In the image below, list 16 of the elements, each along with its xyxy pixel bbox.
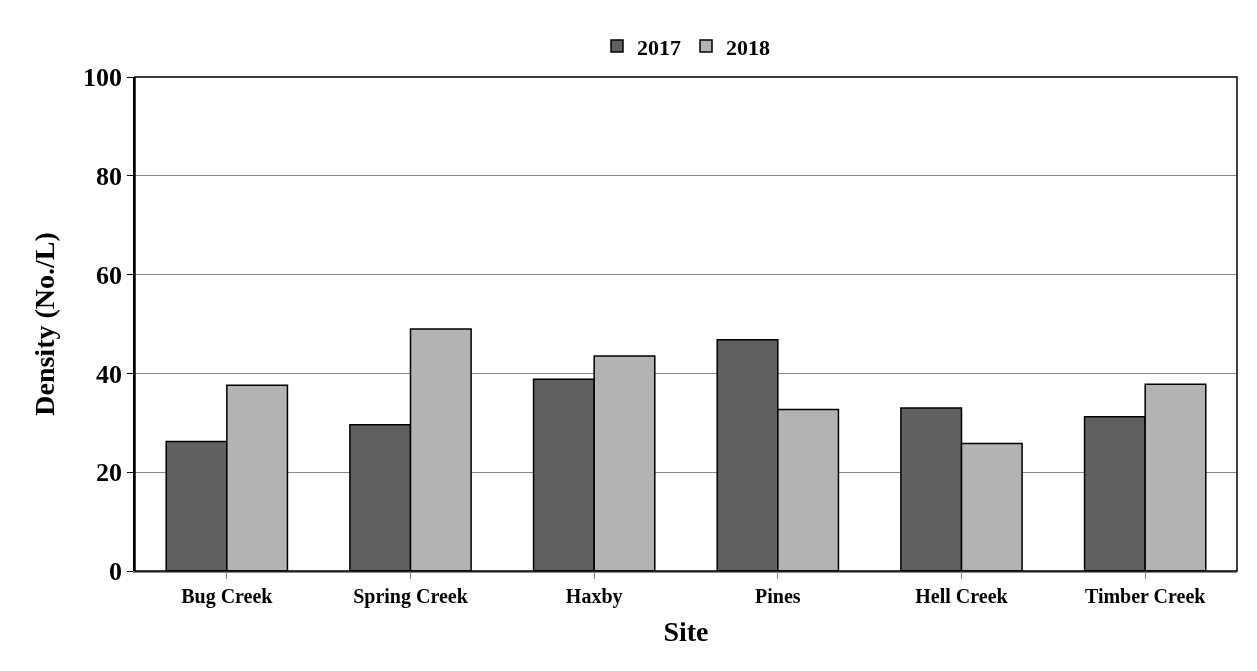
y-tick-label: 100 xyxy=(83,63,123,93)
x-axis-title: Site xyxy=(663,616,709,648)
y-tick-label: 80 xyxy=(96,161,123,191)
legend-label: 2017 xyxy=(637,34,681,60)
x-tick-label: Hell Creek xyxy=(915,584,1009,607)
y-tick-label: 0 xyxy=(109,557,123,587)
y-tick-label: 40 xyxy=(96,359,123,389)
x-tick-label: Pines xyxy=(755,584,801,607)
x-tick-label: Bug Creek xyxy=(181,584,274,608)
x-tick-label: Spring Creek xyxy=(353,584,469,608)
y-tick-label: 20 xyxy=(96,458,123,488)
y-axis-title: Density (No./L) xyxy=(29,232,61,416)
y-tick-label: 60 xyxy=(96,260,123,290)
x-tick-label: Haxby xyxy=(565,584,623,608)
x-tick-label: Timber Creek xyxy=(1084,584,1207,607)
legend-label: 2018 xyxy=(726,34,770,60)
